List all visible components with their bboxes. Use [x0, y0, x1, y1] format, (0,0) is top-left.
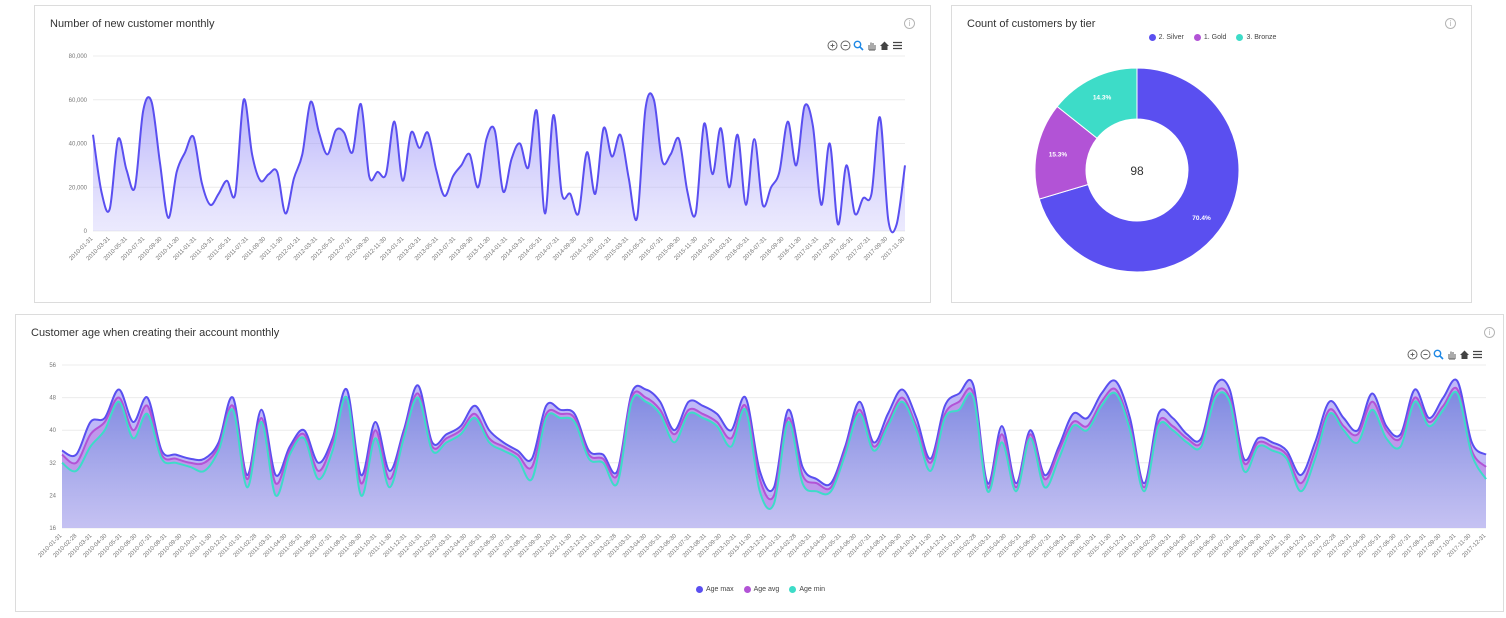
legend-dot-icon — [789, 586, 797, 593]
age-series-line-age-max — [61, 378, 1487, 493]
legend-item-silver[interactable]: 2. Silver — [1148, 34, 1184, 41]
new-customers-y-tick-label: 40,000 — [69, 142, 88, 148]
age-series-line-age-min — [61, 390, 1487, 510]
tier-card: Count of customers by tier i 2. Silver 1… — [951, 5, 1472, 303]
zoom-in-icon[interactable] — [1407, 349, 1418, 360]
chart-toolbar — [1407, 349, 1483, 360]
pan-hand-icon[interactable] — [1446, 349, 1457, 360]
info-icon[interactable]: i — [1484, 327, 1495, 338]
tier-title: Count of customers by tier — [967, 18, 1096, 30]
legend-item-age-avg[interactable]: Age avg — [743, 586, 780, 593]
zoom-out-icon[interactable] — [840, 40, 851, 51]
age-y-tick-label: 32 — [49, 461, 56, 467]
legend-label: 3. Bronze — [1246, 34, 1277, 41]
legend-dot-icon — [743, 586, 751, 593]
menu-icon[interactable] — [892, 40, 903, 51]
pie-slice-silver[interactable] — [1038, 67, 1240, 273]
legend-item-bronze[interactable]: 3. Bronze — [1236, 34, 1276, 41]
info-icon[interactable]: i — [1445, 18, 1456, 29]
legend-dot-icon — [696, 586, 703, 593]
legend-label: 2. Silver — [1158, 34, 1184, 41]
age-card: Customer age when creating their account… — [15, 314, 1504, 612]
magnify-icon[interactable] — [853, 40, 864, 51]
pie-slice-bronze[interactable] — [1056, 67, 1138, 139]
legend-label: Age min — [799, 586, 825, 593]
chart-toolbar — [827, 40, 903, 51]
age-y-tick-label: 24 — [49, 493, 56, 499]
legend-dot-icon — [1148, 34, 1156, 41]
new-customers-title: Number of new customer monthly — [50, 18, 215, 30]
legend-item-gold[interactable]: 1. Gold — [1193, 34, 1227, 41]
new-customers-series-line — [92, 92, 906, 234]
age-y-tick-label: 16 — [49, 526, 56, 532]
tier-donut-chart: 70.4% 15.3% 14.3% 98 — [1034, 67, 1240, 273]
new-customers-y-tick-label: 20,000 — [69, 185, 88, 191]
donut-center-total: 98 — [1130, 164, 1144, 178]
menu-icon[interactable] — [1472, 349, 1483, 360]
new-customers-card: Number of new customer monthly i 0 20,000… — [34, 5, 931, 303]
new-customers-y-tick-label: 60,000 — [69, 98, 88, 104]
zoom-out-icon[interactable] — [1420, 349, 1431, 360]
tier-legend: 2. Silver 1. Gold 3. Bronze — [952, 34, 1473, 41]
pie-slice-label: 70.4% — [1192, 215, 1211, 222]
age-y-tick-label: 48 — [49, 396, 56, 402]
magnify-icon[interactable] — [1433, 349, 1444, 360]
age-y-tick-label: 40 — [49, 428, 56, 434]
age-title: Customer age when creating their account… — [31, 327, 280, 339]
home-icon[interactable] — [879, 40, 890, 51]
home-icon[interactable] — [1459, 349, 1470, 360]
age-y-tick-label: 56 — [49, 363, 56, 369]
legend-dot-icon — [1236, 34, 1244, 41]
pan-hand-icon[interactable] — [866, 40, 877, 51]
new-customers-y-tick-label: 80,000 — [69, 54, 88, 60]
new-customers-chart: 020,00040,00060,00080,0002010-01-312010-… — [68, 54, 906, 262]
info-icon[interactable]: i — [904, 18, 915, 29]
zoom-in-icon[interactable] — [827, 40, 838, 51]
legend-dot-icon — [1193, 34, 1201, 41]
legend-label: Age max — [706, 586, 734, 593]
new-customers-y-tick-label: 0 — [84, 229, 88, 235]
pie-slice-label: 14.3% — [1093, 94, 1112, 101]
age-series-line-age-avg — [61, 386, 1487, 501]
legend-label: Age avg — [753, 586, 780, 593]
pie-slice-label: 15.3% — [1049, 152, 1068, 159]
legend-item-age-max[interactable]: Age max — [696, 586, 734, 593]
age-area-age-min — [62, 391, 1486, 528]
age-legend: Age max Age avg Age min — [16, 586, 1505, 593]
legend-label: 1. Gold — [1203, 34, 1227, 41]
legend-item-age-min[interactable]: Age min — [789, 586, 825, 593]
age-chart: 1624324048562010-01-312010-02-282010-03-… — [37, 363, 1487, 559]
